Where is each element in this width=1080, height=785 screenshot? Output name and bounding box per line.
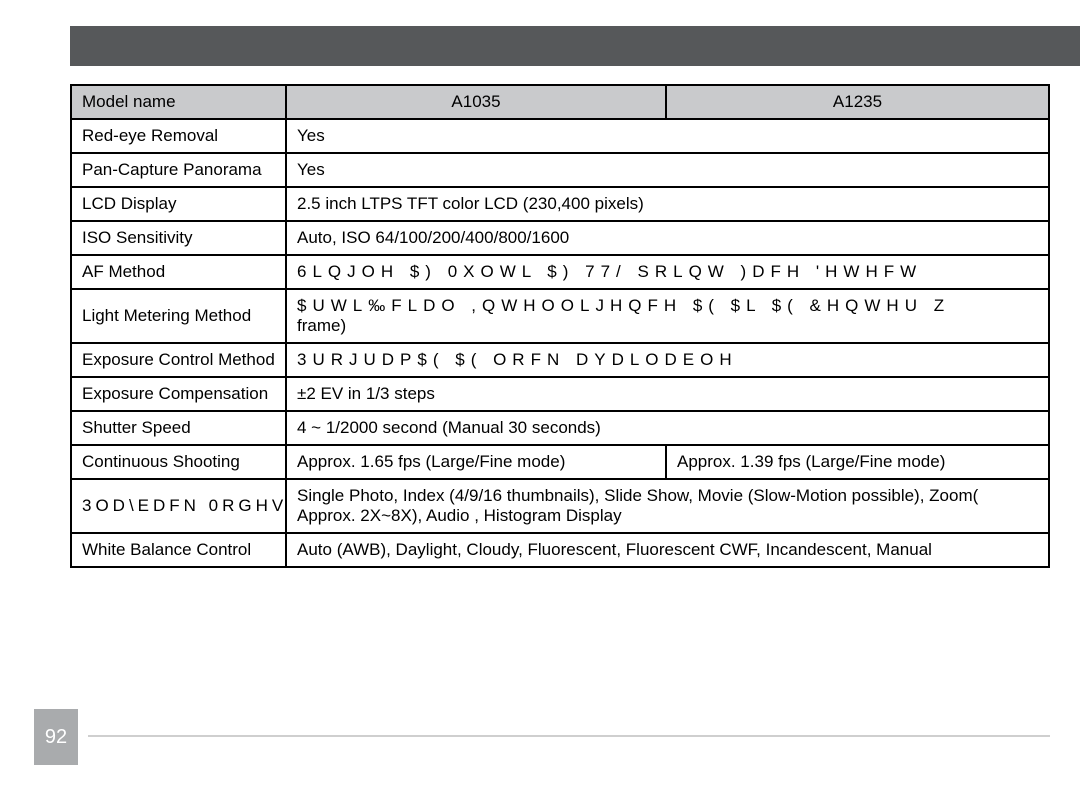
row-value-shutter: 4 ~ 1/2000 second (Manual 30 seconds) <box>286 411 1049 445</box>
spec-table-container: Model name A1035 A1235 Red-eye Removal Y… <box>70 84 1050 568</box>
header-model-a: A1035 <box>286 85 666 119</box>
page-number: 92 <box>45 726 67 749</box>
table-row: Exposure Control Method 3URJUDP$( $( ORF… <box>71 343 1049 377</box>
section-heading-bar <box>70 26 1080 66</box>
row-value-panorama: Yes <box>286 153 1049 187</box>
row-value-exposure-comp: ±2 EV in 1/3 steps <box>286 377 1049 411</box>
table-row: Light Metering Method $UWL‰FLDO ,QWHOOLJ… <box>71 289 1049 343</box>
row-value-af: 6LQJOH $) 0XOWL $) 77/ SRLQW )DFH 'HWHFW <box>286 255 1049 289</box>
row-label-continuous: Continuous Shooting <box>71 445 286 479</box>
header-model-name: Model name <box>71 85 286 119</box>
table-row: White Balance Control Auto (AWB), Daylig… <box>71 533 1049 567</box>
row-label-iso: ISO Sensitivity <box>71 221 286 255</box>
row-label-red-eye: Red-eye Removal <box>71 119 286 153</box>
row-value-continuous-a: Approx. 1.65 fps (Large/Fine mode) <box>286 445 666 479</box>
page-number-badge: 92 <box>34 709 78 765</box>
row-label-lcd: LCD Display <box>71 187 286 221</box>
row-value-iso: Auto, ISO 64/100/200/400/800/1600 <box>286 221 1049 255</box>
row-value-playback: Single Photo, Index (4/9/16 thumbnails),… <box>286 479 1049 533</box>
row-value-metering: $UWL‰FLDO ,QWHOOLJHQFH $( $L $( &HQWHU Z… <box>286 289 1049 343</box>
row-label-metering: Light Metering Method <box>71 289 286 343</box>
row-value-lcd: 2.5 inch LTPS TFT color LCD (230,400 pix… <box>286 187 1049 221</box>
row-label-shutter: Shutter Speed <box>71 411 286 445</box>
table-row: Continuous Shooting Approx. 1.65 fps (La… <box>71 445 1049 479</box>
table-row: ISO Sensitivity Auto, ISO 64/100/200/400… <box>71 221 1049 255</box>
row-value-red-eye: Yes <box>286 119 1049 153</box>
table-row: Shutter Speed 4 ~ 1/2000 second (Manual … <box>71 411 1049 445</box>
footer-divider <box>88 735 1050 737</box>
table-row: LCD Display 2.5 inch LTPS TFT color LCD … <box>71 187 1049 221</box>
row-label-af: AF Method <box>71 255 286 289</box>
row-value-wb: Auto (AWB), Daylight, Cloudy, Fluorescen… <box>286 533 1049 567</box>
spec-table: Model name A1035 A1235 Red-eye Removal Y… <box>70 84 1050 568</box>
row-label-exposure-comp: Exposure Compensation <box>71 377 286 411</box>
table-row: Red-eye Removal Yes <box>71 119 1049 153</box>
row-value-exposure-ctrl: 3URJUDP$( $( ORFN DYDLODEOH <box>286 343 1049 377</box>
row-label-playback: 3OD\EDFN 0RGHV <box>71 479 286 533</box>
metering-line1: $UWL‰FLDO ,QWHOOLJHQFH $( $L $( &HQWHU Z <box>297 296 950 315</box>
metering-line2: frame) <box>297 316 346 335</box>
page-footer: 92 <box>0 709 1050 765</box>
row-value-continuous-b: Approx. 1.39 fps (Large/Fine mode) <box>666 445 1049 479</box>
table-row: Pan-Capture Panorama Yes <box>71 153 1049 187</box>
table-row: Exposure Compensation ±2 EV in 1/3 steps <box>71 377 1049 411</box>
row-label-panorama: Pan-Capture Panorama <box>71 153 286 187</box>
table-row: 3OD\EDFN 0RGHV Single Photo, Index (4/9/… <box>71 479 1049 533</box>
row-label-exposure-ctrl: Exposure Control Method <box>71 343 286 377</box>
row-label-wb: White Balance Control <box>71 533 286 567</box>
header-model-b: A1235 <box>666 85 1049 119</box>
table-row: AF Method 6LQJOH $) 0XOWL $) 77/ SRLQW )… <box>71 255 1049 289</box>
table-header-row: Model name A1035 A1235 <box>71 85 1049 119</box>
